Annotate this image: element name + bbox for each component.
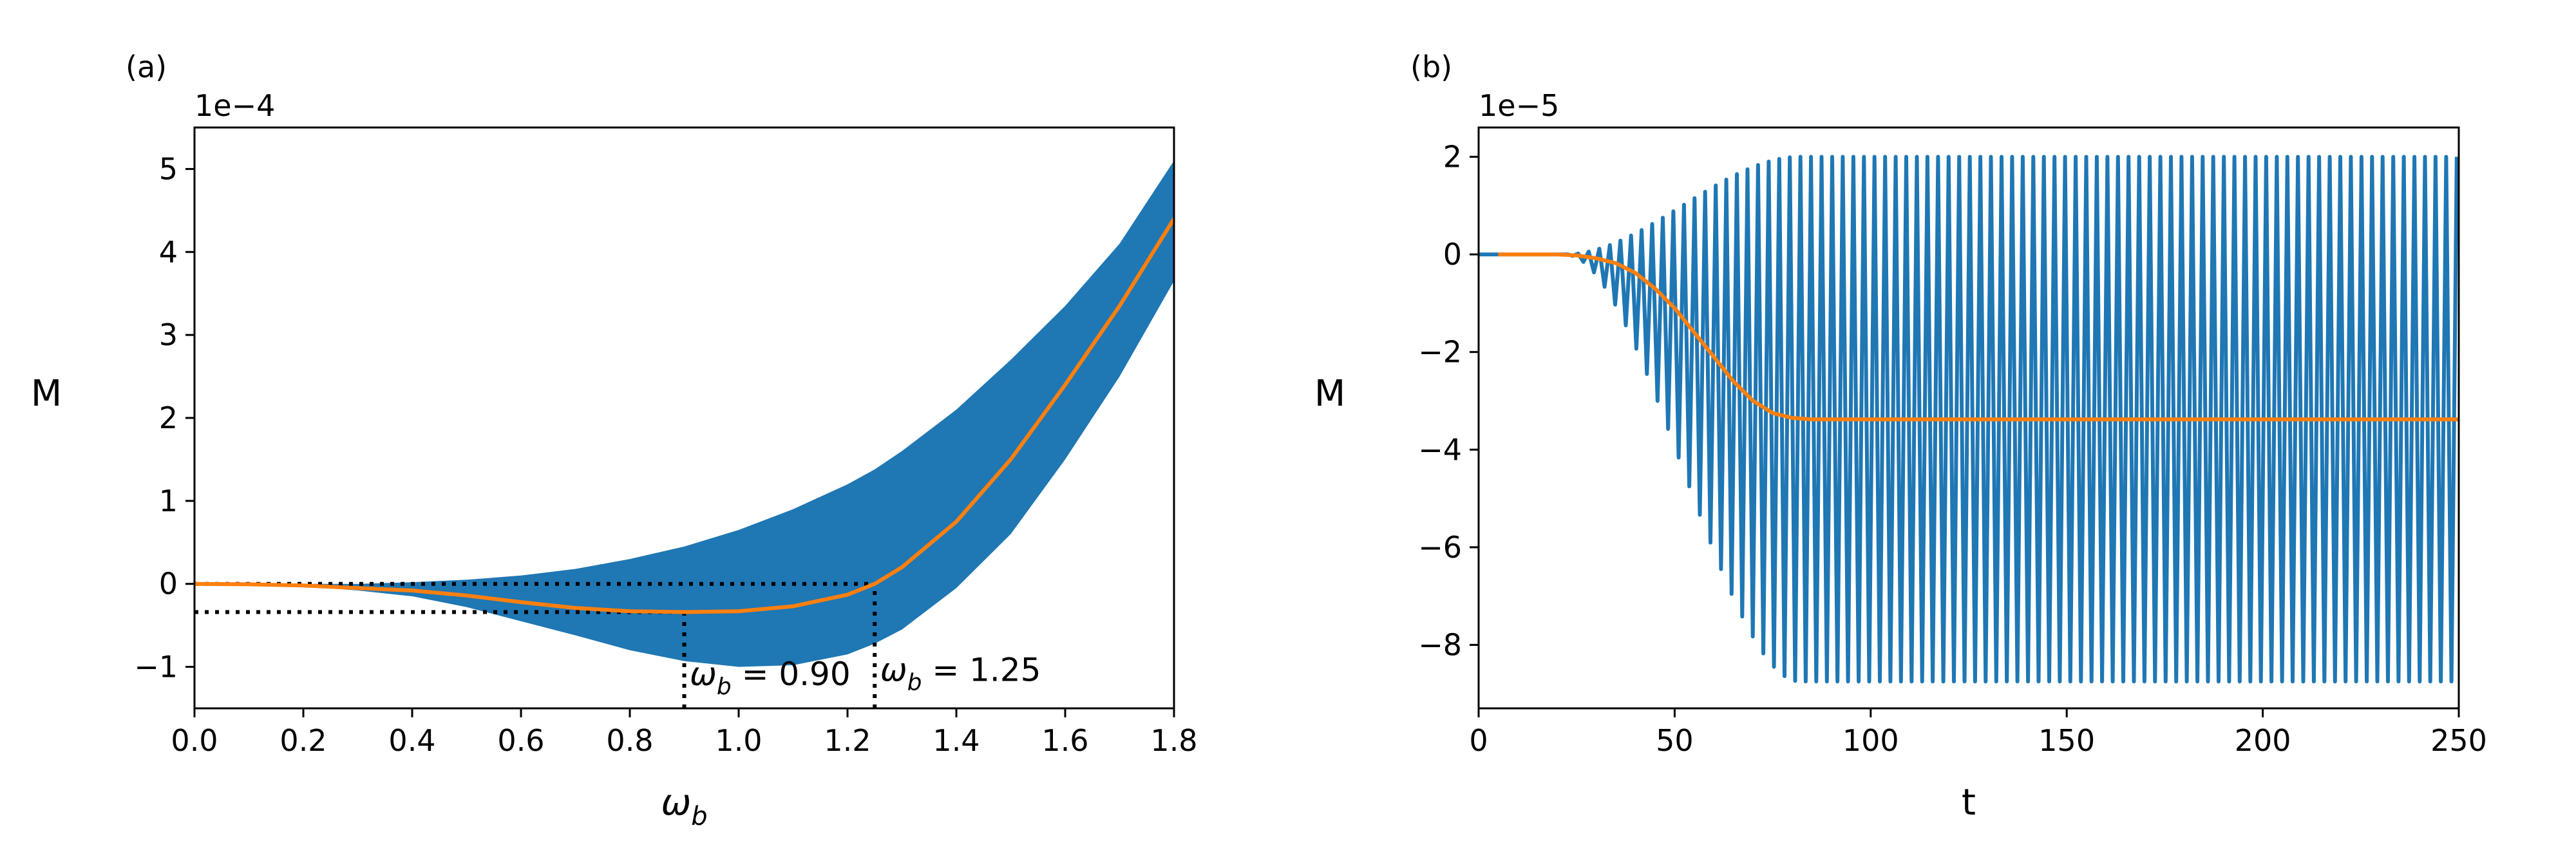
y-tick-label: −4 [1418, 432, 1462, 467]
omega-annotation-0: ωb = 0.90 [690, 656, 851, 700]
x-tick-label: 0.4 [388, 723, 435, 758]
y-tick-label: 5 [159, 151, 178, 186]
x-tick-label: 0 [1469, 723, 1488, 758]
plot-area-a [194, 160, 1174, 708]
x-tick-label: 0.2 [279, 723, 327, 758]
oscillation-band [194, 160, 1174, 667]
x-tick-label: 0.0 [171, 723, 218, 758]
x-tick-label: 1.4 [933, 723, 980, 758]
y-tick-label: −8 [1418, 627, 1462, 662]
x-tick-label: 0.6 [497, 723, 544, 758]
plot-area-b [1479, 155, 2459, 684]
y-tick-label: 3 [159, 317, 178, 352]
axes-frame-b [1477, 126, 2460, 710]
y-tick-label: 0 [159, 567, 178, 601]
y-tick-label: 2 [1443, 139, 1462, 174]
y-tick-label: −2 [1418, 335, 1462, 370]
x-tick-label: 200 [2235, 723, 2291, 758]
y-tick-label: 0 [1443, 237, 1462, 272]
x-tick-label: 100 [1842, 723, 1899, 758]
x-axis-label: t [1962, 782, 1976, 824]
y-tick-label: −6 [1418, 530, 1462, 565]
panel-label: (a) [126, 50, 167, 84]
x-tick-label: 1.0 [715, 723, 762, 758]
mean-line [1498, 252, 2459, 422]
x-tick-label: 1.8 [1150, 723, 1197, 758]
omega-annotation-1: ωb = 1.25 [880, 651, 1041, 695]
x-tick-label: 150 [2038, 723, 2095, 758]
x-tick-label: 0.8 [606, 723, 653, 758]
y-axis-label: M [31, 373, 62, 415]
x-tick-label: 1.6 [1041, 723, 1088, 758]
y-tick-label: −1 [134, 650, 178, 685]
x-tick-label: 1.2 [824, 723, 871, 758]
x-tick-label: 50 [1656, 723, 1694, 758]
mean-line [194, 218, 1174, 614]
y-tick-label: 1 [159, 484, 178, 518]
y-tick-label: 2 [159, 401, 178, 435]
x-tick-label: 250 [2430, 723, 2487, 758]
y-axis-label: M [1314, 373, 1345, 415]
panel-label: (b) [1410, 50, 1452, 84]
x-axis-label: ωb [661, 782, 707, 831]
y-offset-multiplier: 1e−4 [194, 88, 275, 123]
y-tick-label: 4 [159, 234, 178, 269]
y-offset-multiplier: 1e−5 [1479, 88, 1559, 123]
